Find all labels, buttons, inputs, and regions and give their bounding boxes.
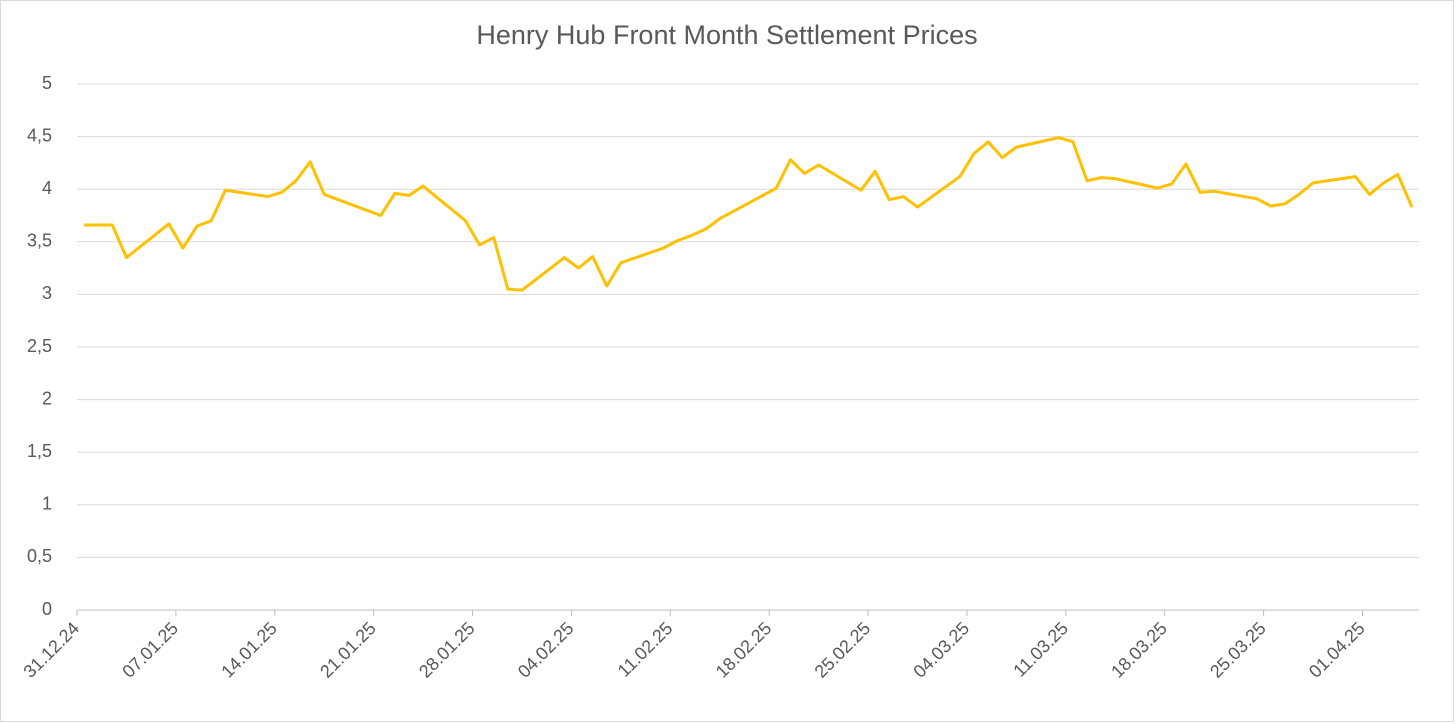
- y-tick-label: 2: [42, 388, 52, 408]
- price-line: [84, 136, 1414, 292]
- y-tick-label: 1,5: [27, 441, 52, 461]
- y-tick-label: 4: [42, 178, 52, 198]
- y-tick-label: 3: [42, 283, 52, 303]
- y-tick-label: 4,5: [27, 125, 52, 145]
- y-tick-label: 3,5: [27, 231, 52, 251]
- y-tick-label: 2,5: [27, 336, 52, 356]
- y-tick-label: 0: [42, 599, 52, 619]
- y-tick-label: 0,5: [27, 546, 52, 566]
- y-tick-label: 1: [42, 494, 52, 514]
- y-tick-label: 5: [42, 73, 52, 93]
- chart-title: Henry Hub Front Month Settlement Prices: [476, 20, 977, 50]
